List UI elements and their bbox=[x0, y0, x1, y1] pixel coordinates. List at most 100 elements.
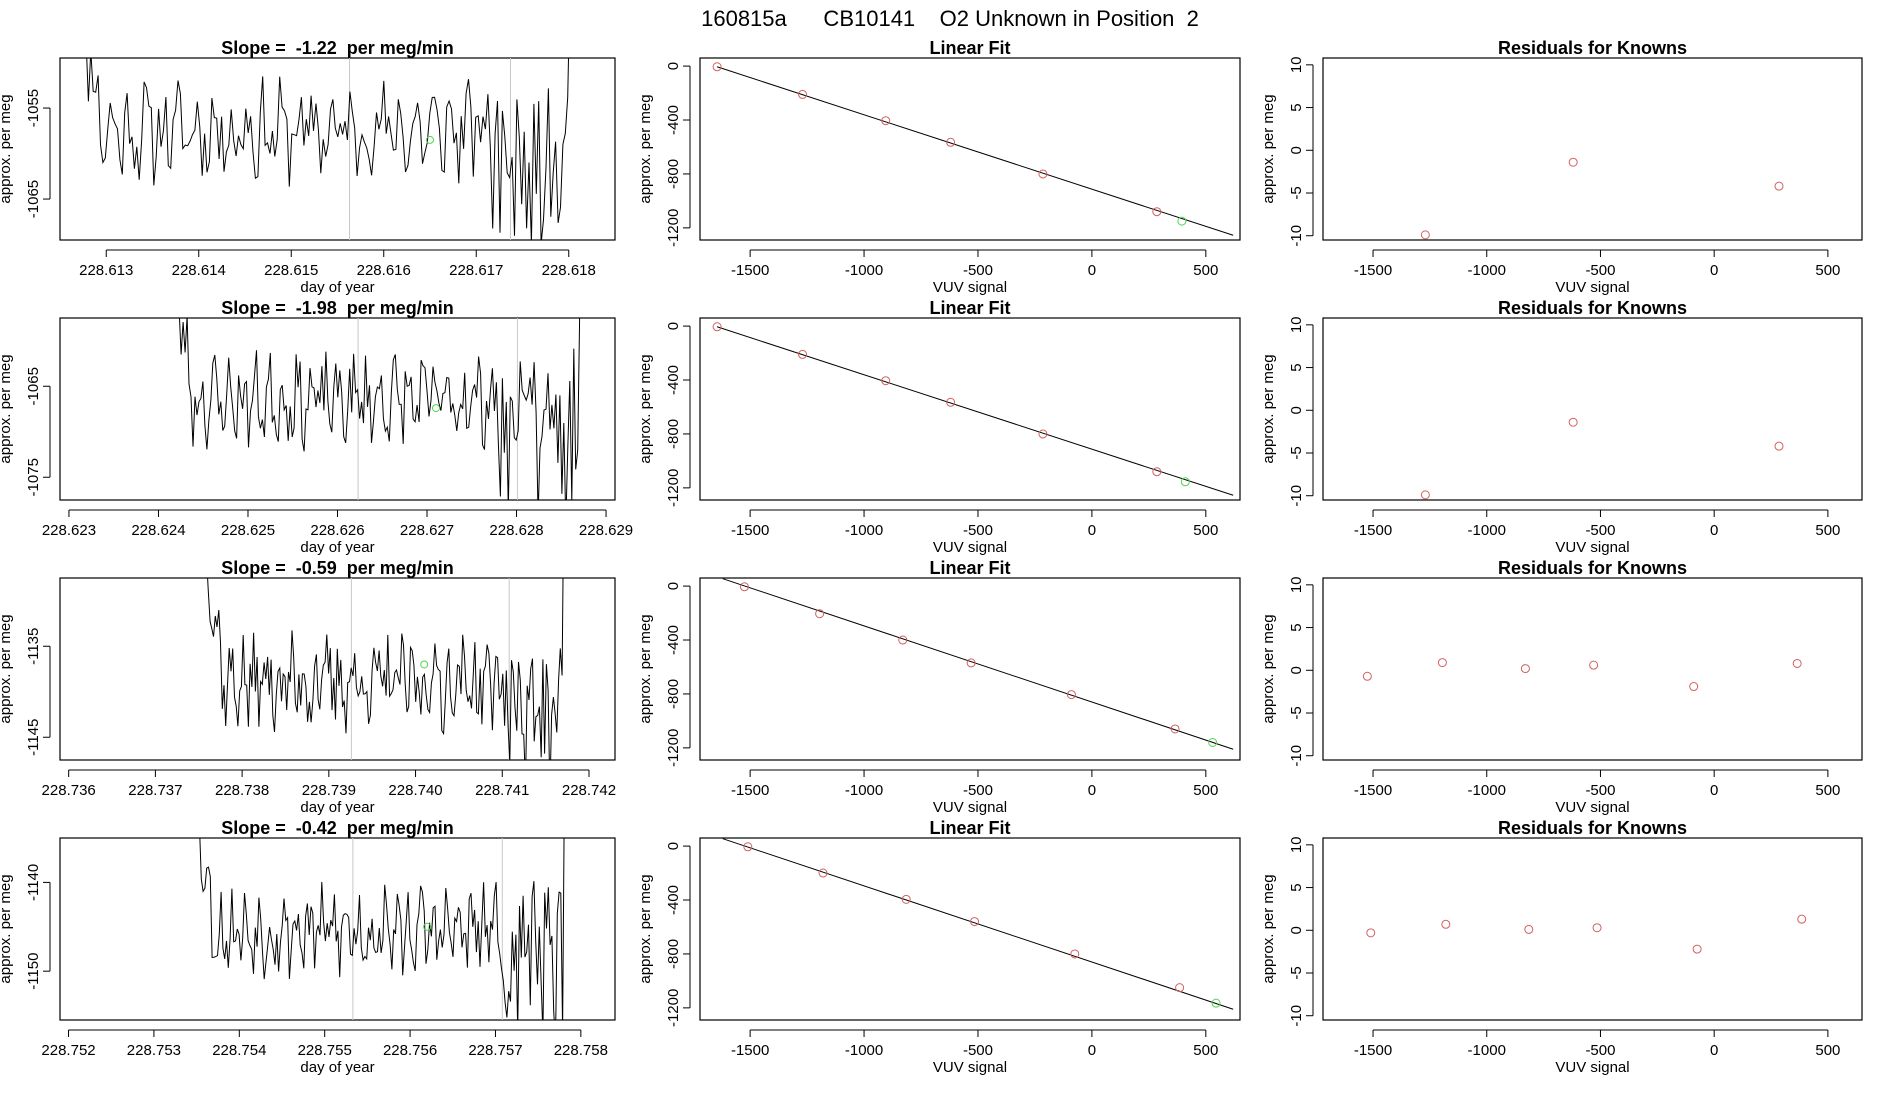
signal-trace bbox=[207, 578, 564, 760]
linear_fit-panel-row-2: Linear Fit -1500 -1000 -500 0 500 VUV signal 0 -… bbox=[637, 298, 1241, 556]
known-point bbox=[966, 658, 976, 668]
x-tick-label: -1500 bbox=[731, 1042, 769, 1059]
x-tick-label: 500 bbox=[1193, 1042, 1218, 1059]
y-tick-label: 5 bbox=[1288, 883, 1305, 891]
x-tick-label: 228.614 bbox=[172, 262, 226, 279]
y-tick-label: -1200 bbox=[665, 209, 682, 247]
plot-title: Linear Fit bbox=[929, 818, 1010, 838]
x-axis-label: day of year bbox=[300, 279, 374, 296]
x-tick-label: -500 bbox=[963, 1042, 993, 1059]
y-axis-label: approx. per meg bbox=[1260, 614, 1277, 723]
unknown-mean-point bbox=[420, 660, 429, 669]
residual-point bbox=[1420, 230, 1430, 240]
x-tick-label: 0 bbox=[1710, 522, 1718, 539]
y-tick-label: 10 bbox=[1288, 836, 1305, 853]
y-tick-label: -5 bbox=[1288, 446, 1305, 459]
panel-grid: Slope = -1.22 per meg/min 228.613 228.614 2… bbox=[0, 38, 1863, 1076]
y-tick-label: -400 bbox=[665, 105, 682, 135]
x-tick-label: -500 bbox=[963, 522, 993, 539]
residual-point bbox=[1592, 923, 1602, 933]
timeseries-panel-row-2: Slope = -1.98 per meg/min 228.623 228.624 2… bbox=[0, 298, 633, 556]
y-tick-label: 10 bbox=[1288, 56, 1305, 73]
plot-frame bbox=[59, 577, 616, 761]
plot-frame bbox=[1322, 57, 1863, 241]
fit-line bbox=[716, 326, 1234, 496]
x-tick-label: 228.624 bbox=[131, 522, 185, 539]
x-tick-label: 0 bbox=[1088, 522, 1096, 539]
plot-area bbox=[1420, 417, 1784, 500]
y-tick-label: 0 bbox=[665, 582, 682, 590]
y-axis-label: approx. per meg bbox=[637, 874, 654, 983]
known-point bbox=[901, 894, 911, 904]
y-axis-label: approx. per meg bbox=[637, 614, 654, 723]
unknown-point bbox=[1208, 737, 1218, 747]
y-axis-label: approx. per meg bbox=[637, 94, 654, 203]
plot-area bbox=[178, 318, 581, 500]
x-tick-label: -1000 bbox=[1468, 1042, 1506, 1059]
residuals-panel-row-3: Residuals for Knowns -1500 -1000 -500 0 500 VU… bbox=[1260, 558, 1863, 816]
residuals-panel-row-4: Residuals for Knowns -1500 -1000 -500 0 500 VU… bbox=[1260, 818, 1863, 1076]
y-tick-label: -800 bbox=[665, 679, 682, 709]
residual-point bbox=[1797, 914, 1807, 924]
residual-point bbox=[1689, 682, 1699, 692]
x-tick-label: 228.757 bbox=[468, 1042, 522, 1059]
y-tick-label: -10 bbox=[1288, 1005, 1305, 1027]
known-point bbox=[712, 322, 722, 332]
plot-area bbox=[722, 578, 1234, 750]
signal-trace bbox=[178, 318, 581, 500]
known-point bbox=[818, 868, 828, 878]
plot-frame bbox=[699, 577, 1241, 761]
x-tick-label: -500 bbox=[1585, 1042, 1615, 1059]
y-tick-label: -1200 bbox=[665, 989, 682, 1027]
x-tick-label: 228.753 bbox=[127, 1042, 181, 1059]
known-point bbox=[881, 116, 891, 126]
y-tick-label: 0 bbox=[665, 62, 682, 70]
y-tick-label: -1150 bbox=[25, 953, 42, 990]
y-tick-label: 0 bbox=[1288, 406, 1305, 414]
unknown-point bbox=[1177, 216, 1187, 226]
known-point bbox=[898, 635, 908, 645]
x-tick-label: 228.617 bbox=[449, 262, 503, 279]
plot-area bbox=[712, 322, 1234, 496]
y-tick-label: -10 bbox=[1288, 225, 1305, 247]
plot-area bbox=[1362, 658, 1802, 692]
known-point bbox=[798, 349, 808, 359]
x-tick-label: -500 bbox=[1585, 522, 1615, 539]
x-axis-label: day of year bbox=[300, 1059, 374, 1076]
y-tick-label: -1135 bbox=[25, 628, 42, 665]
x-tick-label: 0 bbox=[1088, 782, 1096, 799]
residual-point bbox=[1420, 490, 1430, 500]
x-tick-label: 228.742 bbox=[562, 782, 616, 799]
known-point bbox=[1152, 207, 1162, 217]
y-tick-label: -5 bbox=[1288, 966, 1305, 979]
known-point bbox=[946, 137, 956, 147]
residual-point bbox=[1692, 944, 1702, 954]
known-point bbox=[1038, 169, 1048, 179]
y-tick-label: -1075 bbox=[25, 458, 42, 496]
x-tick-label: 228.739 bbox=[302, 782, 356, 799]
plot-area bbox=[86, 58, 570, 240]
x-tick-label: -1500 bbox=[1354, 1042, 1392, 1059]
known-point bbox=[970, 917, 980, 927]
linear_fit-panel-row-3: Linear Fit -1500 -1000 -500 0 500 VUV signal 0 -… bbox=[637, 558, 1241, 816]
y-tick-label: 0 bbox=[1288, 926, 1305, 934]
plot-title: Residuals for Knowns bbox=[1498, 818, 1687, 838]
x-tick-label: -500 bbox=[963, 262, 993, 279]
y-tick-label: -1145 bbox=[25, 719, 42, 756]
residual-point bbox=[1568, 157, 1578, 167]
unknown-point bbox=[1211, 998, 1221, 1008]
x-axis-label: VUV signal bbox=[1555, 1059, 1629, 1076]
x-tick-label: 228.754 bbox=[212, 1042, 266, 1059]
known-point bbox=[712, 62, 722, 72]
plot-frame bbox=[1322, 577, 1863, 761]
x-axis-label: VUV signal bbox=[933, 799, 1007, 816]
x-tick-label: 0 bbox=[1088, 1042, 1096, 1059]
y-tick-label: -5 bbox=[1288, 186, 1305, 199]
figure-title: 160815a CB10141 O2 Unknown in Position 2 bbox=[701, 6, 1199, 31]
residual-point bbox=[1774, 181, 1784, 191]
x-tick-label: -1000 bbox=[1468, 782, 1506, 799]
plot-title: Linear Fit bbox=[929, 38, 1010, 58]
residual-point bbox=[1524, 924, 1534, 934]
x-tick-label: 500 bbox=[1193, 262, 1218, 279]
x-tick-label: 228.618 bbox=[542, 262, 596, 279]
